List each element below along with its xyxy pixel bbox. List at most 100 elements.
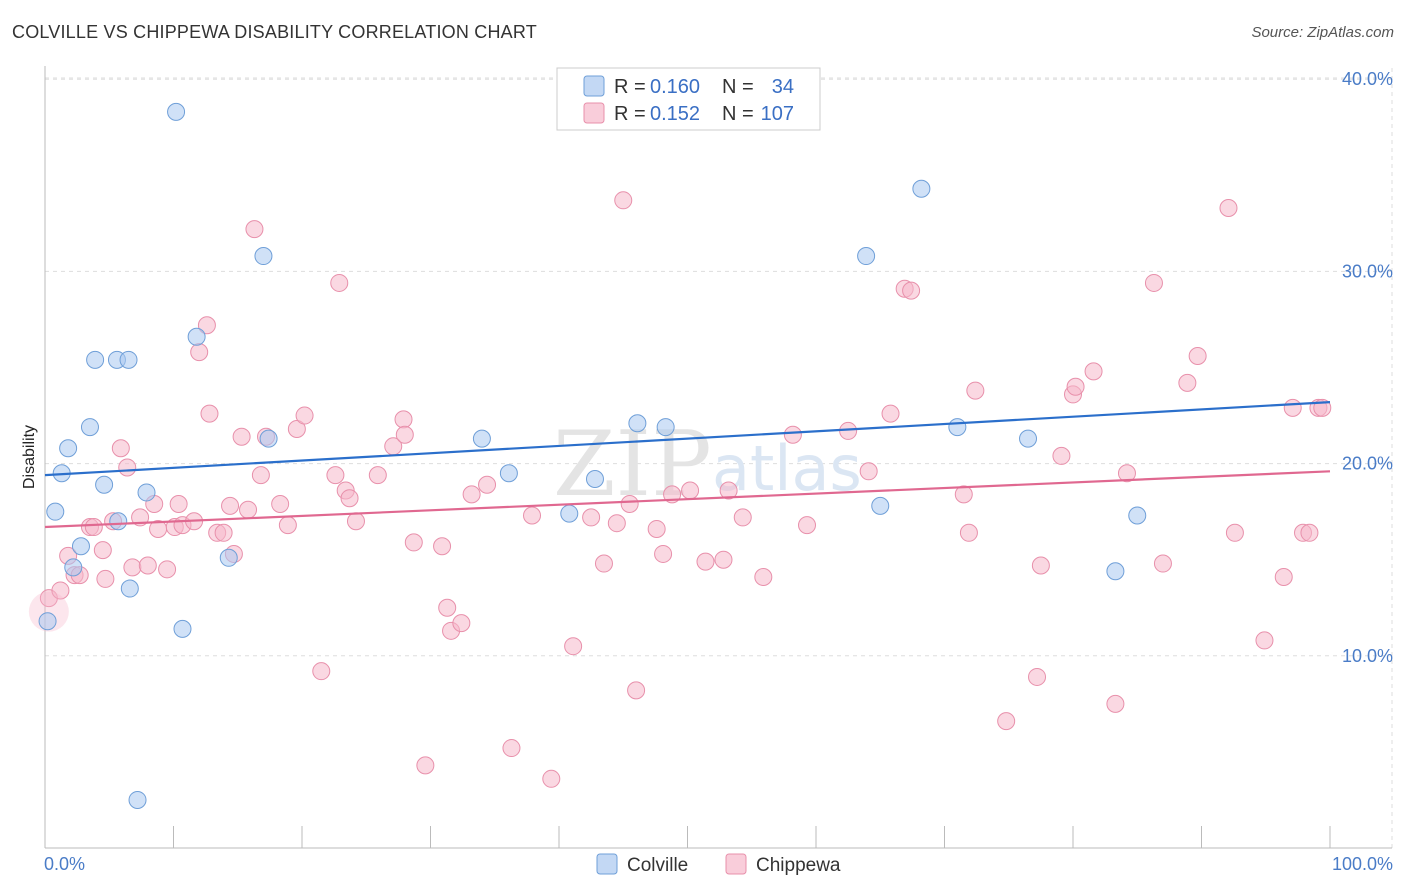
chippewa-point-88 — [1052, 446, 1071, 465]
chippewa-point-94 — [1144, 273, 1163, 292]
chippewa-point-79 — [881, 404, 900, 423]
chippewa-point-6 — [84, 518, 103, 537]
axes — [44, 66, 1392, 849]
y-tick-label-2: 30.0% — [1342, 261, 1393, 281]
chippewa-point-61 — [594, 554, 613, 573]
chippewa-point-81 — [902, 281, 921, 300]
chippewa-point-96 — [1178, 373, 1197, 392]
chippewa-point-82 — [954, 485, 973, 504]
series-legend-label-colville: Colville — [627, 855, 688, 876]
chippewa-point-67 — [654, 544, 673, 563]
colville-point-32 — [1106, 562, 1125, 581]
chippewa-point-49 — [416, 756, 435, 775]
chippewa-point-84 — [966, 381, 985, 400]
colville-point-14 — [137, 483, 156, 502]
chippewa-point-87 — [1031, 556, 1050, 575]
chippewa-point-35 — [278, 516, 297, 535]
chippewa-point-104 — [1300, 523, 1319, 542]
chippewa-point-95 — [1153, 554, 1172, 573]
chart-title: COLVILLE VS CHIPPEWA DISABILITY CORRELAT… — [12, 22, 537, 42]
chippewa-point-22 — [190, 343, 209, 362]
colville-point-15 — [167, 102, 186, 121]
chippewa-point-48 — [404, 533, 423, 552]
chippewa-point-32 — [251, 466, 270, 485]
colville-point-27 — [857, 247, 876, 266]
chippewa-point-24 — [200, 404, 219, 423]
chippewa-point-60 — [582, 508, 601, 527]
chippewa-point-66 — [647, 519, 666, 538]
colville-point-25 — [628, 414, 647, 433]
chippewa-point-12 — [123, 558, 142, 577]
chippewa-point-1 — [51, 581, 70, 600]
chippewa-point-77 — [839, 421, 858, 440]
chippewa-point-59 — [564, 637, 583, 656]
colville-point-26 — [656, 418, 675, 437]
legend-n-label-chippewa: N = — [722, 103, 754, 125]
colville-point-13 — [128, 790, 147, 809]
chippewa-point-38 — [312, 662, 331, 681]
series-legend-swatch-chippewa — [725, 853, 747, 875]
chippewa-point-71 — [714, 550, 733, 569]
y-tick-label-0: 10.0% — [1342, 646, 1393, 666]
colville-point-4 — [64, 558, 83, 577]
chippewa-point-78 — [859, 462, 878, 481]
colville-point-6 — [80, 418, 99, 437]
colville-point-23 — [560, 504, 579, 523]
tick-labels: 10.0% 20.0% 30.0% 40.0% 0.0% 100.0% — [44, 69, 1393, 874]
colville-point-3 — [59, 439, 78, 458]
chippewa-point-101 — [1274, 568, 1293, 587]
chippewa-point-47 — [395, 425, 414, 444]
series-legend-label-chippewa: Chippewa — [756, 855, 841, 876]
colville-point-30 — [948, 418, 967, 437]
chippewa-point-91 — [1084, 362, 1103, 381]
chippewa-point-30 — [239, 500, 258, 519]
chippewa-point-46 — [394, 410, 413, 429]
chippewa-point-102 — [1283, 398, 1302, 417]
source-credit: Source: ZipAtlas.com — [1251, 24, 1394, 41]
colville-points — [38, 102, 1147, 809]
colville-point-0 — [38, 612, 57, 631]
colville-point-31 — [1019, 429, 1038, 448]
legend-r-value-chippewa: 0.152 — [650, 103, 700, 125]
colville-point-7 — [86, 350, 105, 369]
colville-point-19 — [254, 247, 273, 266]
chippewa-point-39 — [326, 466, 345, 485]
chippewa-point-29 — [232, 427, 251, 446]
colville-point-29 — [912, 179, 931, 198]
legend-r-value-colville: 0.160 — [650, 76, 700, 98]
chippewa-point-27 — [221, 496, 240, 515]
chippewa-point-26 — [214, 523, 233, 542]
y-axis-label: Disability — [21, 425, 38, 489]
colville-point-33 — [1128, 506, 1147, 525]
chippewa-point-90 — [1066, 377, 1085, 396]
chippewa-point-36 — [287, 420, 306, 439]
colville-point-8 — [95, 475, 114, 494]
colville-point-21 — [472, 429, 491, 448]
chippewa-point-74 — [754, 568, 773, 587]
chippewa-point-14 — [138, 556, 157, 575]
chippewa-trend-line — [44, 470, 1331, 529]
legend-r-label-colville: R = — [614, 76, 646, 98]
legend-swatch-colville — [583, 75, 605, 97]
chippewa-point-76 — [798, 516, 817, 535]
chippewa-point-34 — [271, 494, 290, 513]
y-tick-label-3: 40.0% — [1342, 69, 1393, 89]
colville-point-24 — [585, 469, 604, 488]
colville-point-20 — [259, 429, 278, 448]
colville-point-22 — [499, 464, 518, 483]
chippewa-point-40 — [330, 273, 349, 292]
chippewa-point-69 — [681, 481, 700, 500]
chippewa-point-55 — [478, 475, 497, 494]
chippewa-point-44 — [368, 466, 387, 485]
colville-point-28 — [871, 496, 890, 515]
chippewa-point-51 — [438, 598, 457, 617]
chippewa-point-63 — [614, 191, 633, 210]
chippewa-point-83 — [959, 523, 978, 542]
chippewa-point-64 — [620, 494, 639, 513]
chippewa-point-75 — [783, 425, 802, 444]
chippewa-point-57 — [523, 506, 542, 525]
chippewa-point-93 — [1117, 464, 1136, 483]
legend-n-value-chippewa: 107 — [761, 103, 794, 125]
chippewa-point-97 — [1188, 346, 1207, 365]
